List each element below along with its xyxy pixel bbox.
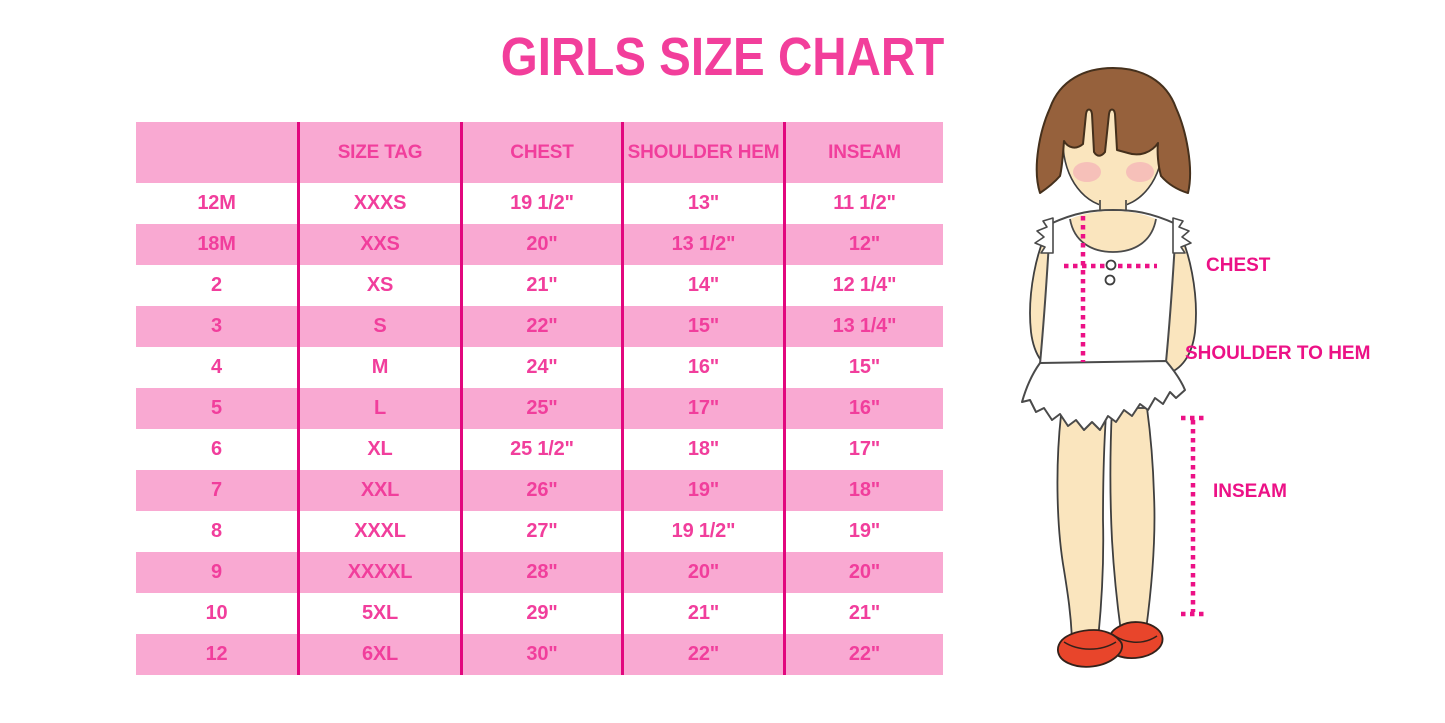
table-row-6: 6 XL 25 1/2" 18" 17" [136,429,943,470]
cell-inseam: 15" [783,347,943,388]
cell-shoulder-hem: 14" [621,265,783,306]
cell-size: 7 [211,479,222,501]
cell-size: 2 [211,274,222,296]
cell-chest: 28" [460,552,621,593]
page-title: GIRLS SIZE CHART [500,27,945,87]
table-row-9: 9 XXXXL 28" 20" 20" [136,552,943,593]
shoulder-ruffle-left [1034,217,1054,254]
cell-chest: 26" [460,470,621,511]
cell-shoulder-hem: 19 1/2" [621,511,783,552]
header-cell-shoulder-hem: SHOULDER HEM [621,122,783,183]
cell-size-tag: S [297,306,460,347]
cell-inseam: 12 1/4" [783,265,943,306]
cell-chest: 27" [460,511,621,552]
cell-size-tag: M [297,347,460,388]
table-header-row: SIZE TAG CHEST SHOULDER HEM INSEAM [136,122,943,183]
girl-leg-right [1109,407,1156,633]
girl-illustration-svg: CHEST SHOULDER TO HEM INSEAM [1021,67,1370,668]
cell-shoulder-hem: 20" [621,552,783,593]
table-row-8: 8 XXXL 27" 19 1/2" 19" [136,511,943,552]
cell-inseam: 11 1/2" [783,183,943,224]
cell-chest: 21" [460,265,621,306]
cell-size-tag: L [297,388,460,429]
cell-size: 9 [211,561,222,583]
table-row-7: 7 XXL 26" 19" 18" [136,470,943,511]
cell-chest: 25" [460,388,621,429]
girl-neckline-skin [1070,211,1156,252]
cell-size: 4 [211,356,222,378]
cell-chest: 25 1/2" [460,429,621,470]
cell-size: 5 [211,397,222,419]
cell-shoulder-hem: 13 1/2" [621,224,783,265]
top-button-2 [1104,274,1116,286]
cell-size-tag: XXXXL [297,552,460,593]
cell-size: 3 [211,315,222,337]
table-row-4: 4 M 24" 16" 15" [136,347,943,388]
blush-left [1073,162,1101,182]
chest-label: CHEST [1206,255,1271,276]
cell-chest: 20" [460,224,621,265]
cell-shoulder-hem: 15" [621,306,783,347]
girl-hair [1035,67,1192,194]
cell-chest: 30" [460,634,621,675]
table-row-5: 5 L 25" 17" 16" [136,388,943,429]
girl-leg-left [1056,414,1107,641]
table-row-10: 10 5XL 29" 21" 21" [136,593,943,634]
cell-size: 8 [211,520,222,542]
cell-size-tag: XL [297,429,460,470]
cell-shoulder-hem: 18" [621,429,783,470]
cell-shoulder-hem: 21" [621,593,783,634]
header-cell-size-tag: SIZE TAG [297,122,460,183]
cell-inseam: 18" [783,470,943,511]
girl-neckline-outline [1069,218,1157,253]
cell-inseam: 22" [783,634,943,675]
cell-inseam: 12" [783,224,943,265]
cell-size-tag: 5XL [297,593,460,634]
cell-shoulder-hem: 22" [621,634,783,675]
cell-inseam: 17" [783,429,943,470]
cell-inseam: 16" [783,388,943,429]
cell-size-tag: XXS [297,224,460,265]
cell-shoulder-hem: 16" [621,347,783,388]
table-row-3: 3 S 22" 15" 13 1/4" [136,306,943,347]
table-row-12: 12 6XL 30" 22" 22" [136,634,943,675]
shoulder-to-hem-label: SHOULDER TO HEM [1185,343,1370,364]
cell-size: 12 [205,643,228,665]
cell-size-tag: XXXS [297,183,460,224]
cell-size: 18M [197,233,236,255]
cell-inseam: 20" [783,552,943,593]
cell-shoulder-hem: 19" [621,470,783,511]
girl-skirt [1021,360,1186,431]
header-cell-blank [136,122,297,183]
cell-size-tag: 6XL [297,634,460,675]
cell-size: 12M [197,192,236,214]
cell-chest: 29" [460,593,621,634]
cell-size: 10 [205,602,228,624]
top-button-1 [1105,259,1117,271]
cell-inseam: 19" [783,511,943,552]
cell-size: 6 [211,438,222,460]
blush-right [1126,162,1154,182]
cell-size-tag: XXXL [297,511,460,552]
header-cell-inseam: INSEAM [783,122,943,183]
table-row-12m: 12M XXXS 19 1/2" 13" 11 1/2" [136,183,943,224]
cell-inseam: 13 1/4" [783,306,943,347]
shoulder-ruffle-right [1172,217,1192,254]
cell-size-tag: XS [297,265,460,306]
cell-chest: 19 1/2" [460,183,621,224]
cell-size-tag: XXL [297,470,460,511]
table-row-18m: 18M XXS 20" 13 1/2" 12" [136,224,943,265]
table-row-2: 2 XS 21" 14" 12 1/4" [136,265,943,306]
cell-chest: 22" [460,306,621,347]
cell-shoulder-hem: 17" [621,388,783,429]
inseam-label: INSEAM [1213,481,1287,502]
girl-measurement-illustration: CHEST SHOULDER TO HEM INSEAM [1000,55,1420,695]
cell-shoulder-hem: 13" [621,183,783,224]
cell-inseam: 21" [783,593,943,634]
girls-size-table: SIZE TAG CHEST SHOULDER HEM INSEAM 12M X… [136,122,943,675]
header-cell-chest: CHEST [460,122,621,183]
girl-shoe-left-strap [1063,641,1117,650]
cell-chest: 24" [460,347,621,388]
